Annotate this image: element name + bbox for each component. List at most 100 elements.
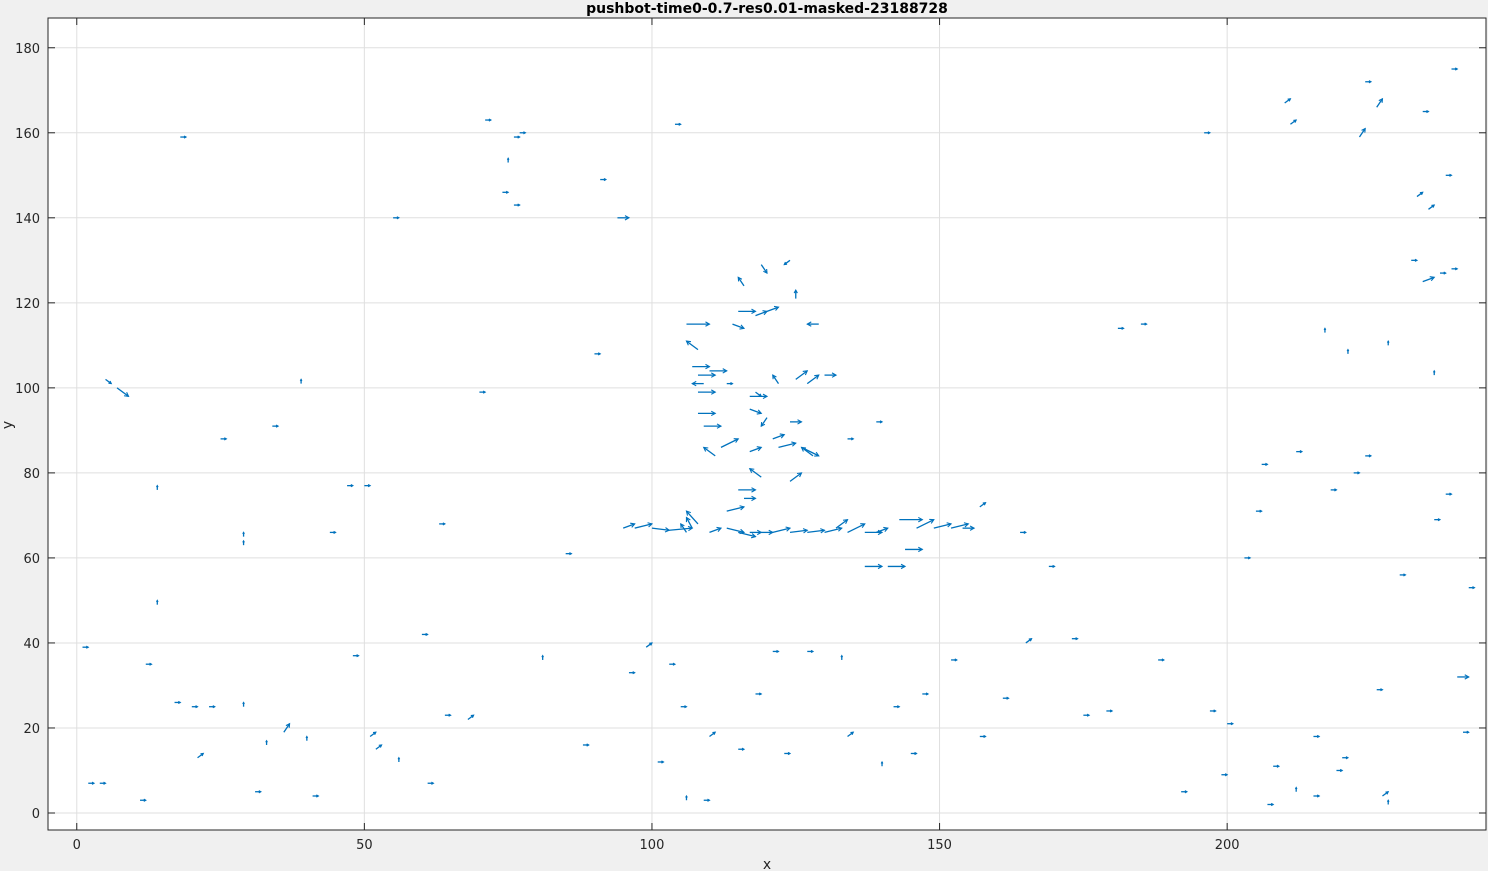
y-tick-label: 0	[32, 807, 40, 822]
quiver-arrow	[1376, 97, 1384, 108]
quiver-arrow	[789, 528, 809, 534]
quiver-arrow	[876, 420, 884, 424]
quiver-arrow	[594, 352, 602, 356]
quiver-arrow	[824, 372, 838, 378]
quiver-arrow	[439, 522, 447, 526]
quiver-arrow	[847, 731, 855, 737]
quiver-arrow	[1353, 471, 1361, 475]
quiver-arrow	[703, 798, 711, 802]
quiver-arrow	[467, 714, 475, 720]
quiver-arrow	[950, 522, 970, 529]
quiver-arrow	[645, 642, 653, 648]
quiver-arrow	[790, 419, 803, 425]
quiver-arrow	[806, 374, 820, 385]
quiver-arrow	[726, 382, 734, 386]
quiver-arrow	[155, 484, 159, 490]
ticks: 0 50 100 150 200 0 20 40 60 80 100 120 140 160 180	[15, 18, 1486, 853]
quiver-arrow	[1117, 326, 1125, 330]
quiver-arrow	[1422, 276, 1436, 283]
quiver-arrow	[651, 527, 671, 533]
quiver-arrow	[876, 526, 889, 534]
quiver-arrow	[685, 510, 699, 525]
x-tick-label: 100	[640, 838, 665, 853]
quiver-arrow	[99, 781, 107, 785]
quiver-arrow	[789, 472, 803, 482]
quiver-arrow	[1434, 518, 1442, 522]
quiver-arrow	[1399, 573, 1407, 577]
quiver-arrow	[657, 760, 665, 764]
quiver-arrow	[255, 790, 262, 794]
quiver-arrow	[1290, 119, 1298, 125]
quiver-arrow	[283, 722, 291, 733]
y-tick-label: 120	[15, 297, 40, 312]
quiver-arrow	[197, 752, 205, 759]
quiver-arrow	[847, 523, 866, 533]
quiver-arrow	[369, 731, 377, 737]
quiver-arrow	[312, 794, 320, 798]
quiver-arrow	[628, 671, 636, 675]
quiver-arrow	[783, 259, 791, 266]
quiver-arrow	[272, 424, 280, 428]
quiver-arrow	[140, 798, 147, 802]
quiver-arrow	[1083, 713, 1091, 717]
quiver-arrow	[738, 747, 746, 751]
quiver-arrow	[864, 563, 884, 570]
y-tick-label: 20	[23, 722, 40, 737]
quiver-arrow	[738, 308, 757, 315]
quiver-arrow	[1462, 730, 1470, 734]
quiver-arrow	[242, 531, 245, 537]
quiver-arrow	[686, 321, 711, 327]
quiver-arrow	[685, 340, 699, 351]
quiver-arrow	[375, 744, 383, 750]
x-tick-label: 150	[927, 838, 952, 853]
quiver-arrow	[784, 751, 792, 756]
quiver-arrow	[305, 735, 309, 741]
quiver-arrow	[720, 438, 740, 448]
quiver-arrow	[1158, 658, 1166, 662]
quiver-arrow	[582, 743, 590, 747]
quiver-arrow	[634, 522, 654, 529]
quiver-arrow	[1451, 267, 1459, 271]
quiver-arrow	[506, 157, 510, 163]
y-tick-label: 100	[15, 382, 40, 397]
quiver-arrow	[1382, 791, 1390, 797]
quiver-arrow	[1365, 80, 1373, 84]
quiver-arrow	[1020, 530, 1027, 534]
quiver-arrow	[737, 276, 745, 287]
quiver-arrow	[1025, 638, 1033, 644]
quiver-arrow	[617, 215, 631, 221]
quiver-arrow	[910, 751, 918, 756]
quiver-arrow	[766, 305, 780, 312]
quiver-arrow	[1445, 492, 1453, 496]
quiver-arrow	[680, 705, 688, 709]
quiver-arrow	[88, 781, 96, 785]
quiver-arrow	[1140, 322, 1148, 326]
quiver-arrow	[1261, 462, 1269, 466]
quiver-arrow	[1296, 450, 1304, 454]
quiver-arrow	[1313, 794, 1321, 798]
quiver-arrow	[1330, 488, 1338, 492]
quiver-arrow	[772, 649, 780, 654]
quiver-arrow	[835, 518, 849, 529]
quiver-arrow	[669, 662, 677, 666]
quiver-arrow	[485, 118, 493, 122]
quiver-arrow	[760, 417, 768, 428]
y-tick-label: 160	[15, 127, 40, 142]
quiver-arrow	[807, 649, 815, 654]
quiver-arrow	[191, 705, 199, 709]
quiver-arrow	[760, 264, 768, 275]
quiver-arrow	[749, 408, 763, 415]
quiver-arrow	[1376, 688, 1384, 692]
quiver-arrow	[1346, 348, 1350, 354]
quiver-arrow	[726, 505, 746, 512]
quiver-arrow	[1416, 191, 1424, 198]
quiver-arrow	[709, 526, 723, 534]
quiver-arrow	[1181, 790, 1189, 794]
quiver-arrow	[329, 530, 337, 534]
quiver-arrow	[824, 526, 843, 534]
quiver-arrow	[519, 131, 527, 135]
quiver-arrow	[772, 374, 780, 384]
quiver-arrow	[709, 731, 717, 737]
quiver-arrow	[600, 177, 608, 182]
quiver-arrow	[922, 692, 930, 696]
